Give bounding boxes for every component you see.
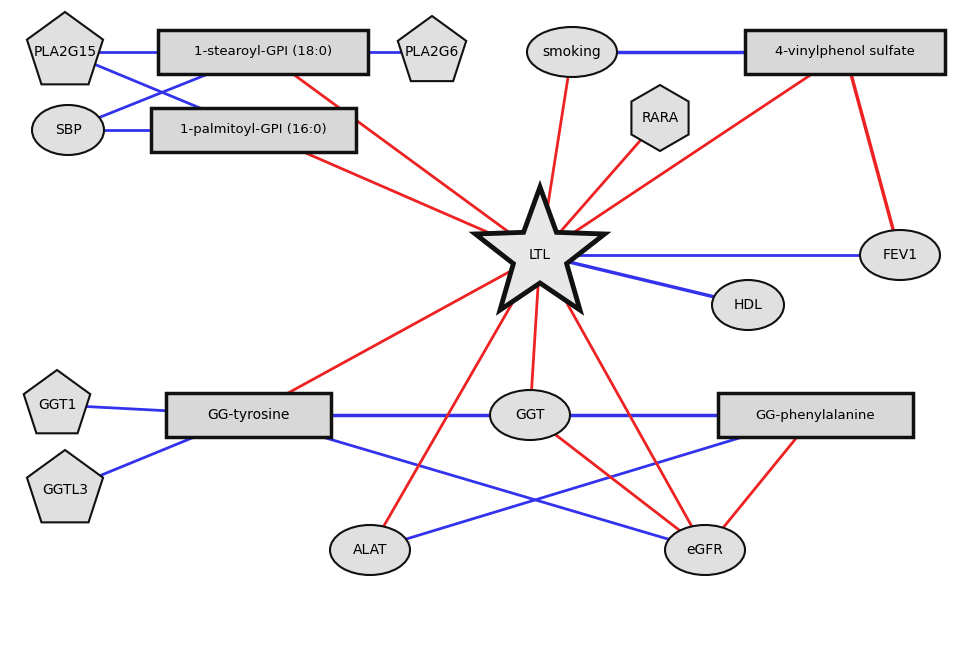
Ellipse shape [860,230,940,280]
Text: GGTL3: GGTL3 [42,483,88,497]
Polygon shape [27,450,103,523]
Ellipse shape [712,280,784,330]
Text: GG-tyrosine: GG-tyrosine [207,408,290,422]
FancyBboxPatch shape [150,108,356,152]
Text: GGT1: GGT1 [38,398,76,412]
Text: 4-vinylphenol sulfate: 4-vinylphenol sulfate [775,46,915,58]
FancyBboxPatch shape [166,393,331,437]
Text: PLA2G15: PLA2G15 [33,45,97,59]
FancyBboxPatch shape [745,30,945,74]
Text: HDL: HDL [733,298,762,312]
Text: LTL: LTL [528,248,551,262]
Text: FEV1: FEV1 [882,248,917,262]
Text: smoking: smoking [543,45,602,59]
Ellipse shape [330,525,410,575]
Polygon shape [632,85,688,151]
Text: RARA: RARA [642,111,679,125]
Text: 1-stearoyl-GPI (18:0): 1-stearoyl-GPI (18:0) [194,46,332,58]
Text: SBP: SBP [55,123,81,137]
Ellipse shape [32,105,104,155]
Polygon shape [476,187,604,310]
Polygon shape [23,370,91,434]
Text: PLA2G6: PLA2G6 [405,45,459,59]
Ellipse shape [665,525,745,575]
Text: GG-phenylalanine: GG-phenylalanine [756,408,875,421]
Text: 1-palmitoyl-GPI (16:0): 1-palmitoyl-GPI (16:0) [179,124,327,136]
Polygon shape [398,16,466,81]
Text: ALAT: ALAT [353,543,387,557]
Ellipse shape [490,390,570,440]
Ellipse shape [527,27,617,77]
FancyBboxPatch shape [718,393,913,437]
Polygon shape [27,12,103,84]
Text: GGT: GGT [515,408,545,422]
Text: eGFR: eGFR [686,543,723,557]
FancyBboxPatch shape [158,30,368,74]
